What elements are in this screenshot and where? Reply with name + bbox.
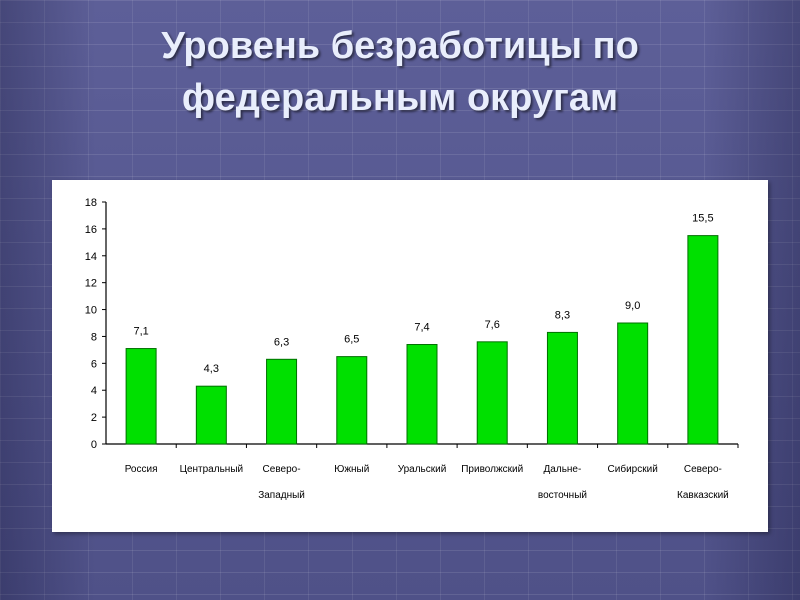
- x-tick-label: Сибирский: [608, 463, 658, 475]
- bar: [266, 358, 298, 445]
- x-tick-label: Южный: [334, 464, 369, 475]
- slide-title-line-1: Уровень безработицы по: [161, 25, 639, 67]
- bar: [476, 341, 508, 445]
- data-label: 8,3: [555, 309, 570, 321]
- bar: [406, 344, 438, 445]
- x-tick-label: Уральский: [398, 464, 447, 475]
- x-tick-label: Западный: [258, 490, 305, 501]
- bar: [687, 235, 719, 445]
- x-tick-label: Кавказский: [677, 490, 729, 501]
- x-tick-label: Россия: [125, 464, 158, 475]
- bar: [125, 348, 157, 445]
- data-label: 7,1: [133, 326, 148, 338]
- data-label: 4,3: [204, 363, 219, 375]
- bar: [336, 356, 368, 445]
- data-label: 6,5: [344, 334, 359, 346]
- data-label: 7,4: [414, 322, 429, 334]
- x-tick-label: Приволжский: [461, 464, 523, 475]
- y-tick-label: 16: [85, 224, 97, 236]
- y-tick-label: 0: [91, 439, 97, 451]
- x-tick-label: Дальне-: [544, 464, 582, 475]
- y-tick-label: 10: [85, 305, 97, 317]
- y-tick-label: 6: [91, 358, 97, 370]
- x-tick-label: Северо-: [684, 464, 722, 475]
- y-tick-label: 4: [91, 385, 97, 397]
- bar: [546, 331, 578, 445]
- data-label: 6,3: [274, 336, 289, 348]
- x-tick-label: восточный: [538, 490, 587, 501]
- slide-title: Уровень безработицы по федеральным округ…: [0, 20, 800, 124]
- x-tick-label: Центральный: [180, 464, 244, 475]
- y-tick-label: 18: [85, 197, 97, 209]
- y-tick-label: 14: [85, 251, 97, 263]
- chart-panel: 0 2 4 6 8 10 12 14 16 18 7,1 Россия 4,3 Центральный 6,…: [52, 180, 768, 532]
- y-tick-label: 2: [91, 412, 97, 424]
- data-label: 7,6: [485, 319, 500, 331]
- bar: [195, 385, 227, 445]
- bar-chart: 0 2 4 6 8 10 12 14 16 18 7,1 Россия 4,3 Центральный 6,…: [85, 197, 739, 501]
- slide-title-line-2: федеральным округам: [181, 77, 619, 119]
- y-tick-label: 12: [85, 278, 97, 290]
- data-label: 9,0: [625, 300, 640, 312]
- bar: [617, 322, 649, 445]
- y-tick-label: 8: [91, 331, 97, 343]
- data-label: 15,5: [692, 213, 713, 225]
- x-tick-label: Северо-: [263, 464, 301, 475]
